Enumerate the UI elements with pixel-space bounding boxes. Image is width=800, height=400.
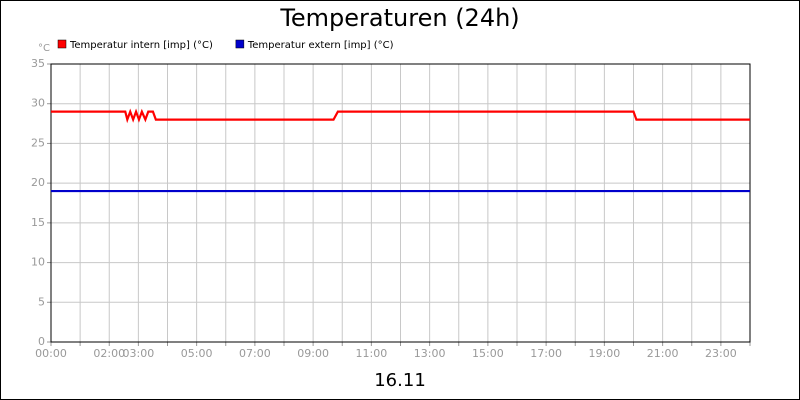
x-tick-label: 05:00 — [181, 347, 213, 360]
x-caption: 16.11 — [374, 370, 426, 391]
x-tick-label: 00:00 — [35, 347, 67, 360]
x-tick-label: 21:00 — [647, 347, 679, 360]
legend-label: Temperatur intern [imp] (°C) — [69, 40, 213, 51]
chart-title: Temperaturen (24h) — [279, 4, 519, 32]
legend-swatch — [235, 39, 245, 49]
plot-border — [50, 63, 751, 343]
y-tick-label: 10 — [31, 256, 45, 269]
y-tick-label: 35 — [31, 57, 45, 70]
legend-swatch — [57, 39, 67, 49]
x-tick-label: 02:00 — [93, 347, 125, 360]
y-tick-label: 30 — [31, 97, 45, 110]
x-tick-label: 03:00 — [123, 347, 155, 360]
x-tick-label: 19:00 — [589, 347, 621, 360]
x-tick-label: 17:00 — [530, 347, 562, 360]
y-unit: °C — [38, 43, 50, 54]
y-tick-label: 25 — [31, 136, 45, 149]
y-tick-label: 15 — [31, 216, 45, 229]
x-tick-label: 15:00 — [472, 347, 504, 360]
x-tick-label: 09:00 — [297, 347, 329, 360]
y-tick-label: 0 — [38, 335, 45, 348]
y-tick-label: 5 — [38, 295, 45, 308]
x-tick-label: 07:00 — [239, 347, 271, 360]
series-line — [51, 108, 750, 124]
x-tick-label: 11:00 — [356, 347, 388, 360]
legend-label: Temperatur extern [imp] (°C) — [247, 40, 394, 51]
x-tick-label: 23:00 — [705, 347, 737, 360]
x-tick-label: 13:00 — [414, 347, 446, 360]
y-tick-label: 20 — [31, 176, 45, 189]
